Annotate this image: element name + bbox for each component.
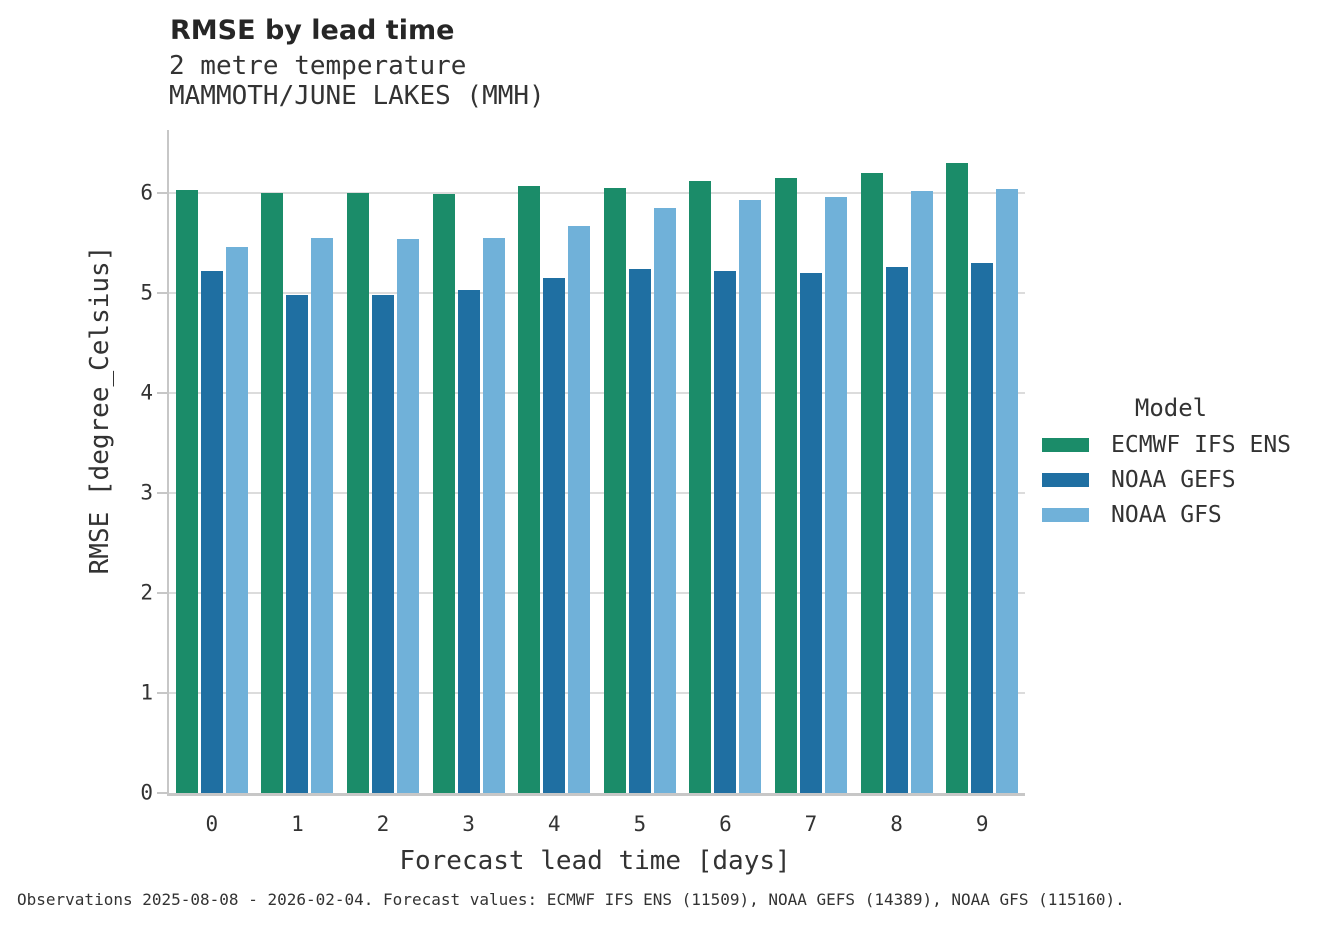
bar-noaa-gefs-lead-1 [286,295,309,793]
legend: Model ECMWF IFS ENS NOAA GEFS NOAA GFS [1042,394,1300,528]
bar-noaa-gfs-lead-7 [824,197,847,793]
x-tick-label-0: 0 [205,812,219,836]
bar-ecmwf-ifs-ens-lead-0 [175,190,198,793]
y-tick-mark-2 [157,592,167,594]
legend-item-noaa-gfs: NOAA GFS [1042,502,1300,528]
y-tick-mark-0 [157,792,167,794]
bar-noaa-gfs-lead-9 [996,189,1019,793]
bar-group-lead-9 [939,130,1025,793]
y-tick-label-0: 0 [140,780,153,805]
bar-noaa-gefs-lead-3 [457,290,480,793]
chart-subtitle-station: MAMMOTH/JUNE LAKES (MMH) [169,81,545,111]
bar-ecmwf-ifs-ens-lead-1 [261,193,284,793]
gridline-y4 [169,392,1025,394]
bar-noaa-gfs-lead-5 [653,208,676,793]
x-tick-label-3: 3 [462,812,475,836]
bar-group-lead-8 [854,130,940,793]
legend-swatch-ecmwf-ifs-ens [1042,438,1089,452]
bar-noaa-gfs-lead-6 [739,200,762,793]
legend-title: Model [1134,394,1208,422]
bar-noaa-gefs-lead-5 [628,269,651,793]
legend-swatch-noaa-gfs [1042,508,1089,522]
bar-group-lead-4 [511,130,597,793]
y-tick-mark-1 [157,692,167,694]
bar-noaa-gefs-lead-4 [543,278,566,793]
bar-group-lead-1 [255,130,341,793]
x-axis-title: Forecast lead time [days] [399,846,791,876]
bar-noaa-gefs-lead-7 [799,273,822,793]
bar-group-lead-3 [426,130,512,793]
chart-subtitle-variable: 2 metre temperature [169,51,467,81]
y-tick-mark-6 [157,192,167,194]
x-tick-label-8: 8 [890,812,903,836]
bar-noaa-gefs-lead-2 [371,295,394,793]
bar-noaa-gfs-lead-3 [482,238,505,793]
legend-entries: ECMWF IFS ENS NOAA GEFS NOAA GFS [1042,432,1300,528]
bar-noaa-gfs-lead-0 [225,247,248,793]
y-tick-label-4: 4 [140,380,153,405]
legend-label-noaa-gefs: NOAA GEFS [1111,467,1236,493]
x-tick-label-7: 7 [804,812,818,836]
legend-item-ecmwf-ifs-ens: ECMWF IFS ENS [1042,432,1300,458]
y-axis-title: RMSE [degree_Celsius] [85,245,115,575]
bar-ecmwf-ifs-ens-lead-8 [860,173,883,793]
y-tick-label-1: 1 [140,680,153,705]
y-tick-mark-4 [157,392,167,394]
y-tick-mark-5 [157,292,167,294]
gridline-y1 [169,692,1025,694]
bar-noaa-gefs-lead-6 [714,271,737,793]
legend-label-noaa-gfs: NOAA GFS [1111,502,1222,528]
bar-group-lead-2 [340,130,426,793]
bar-ecmwf-ifs-ens-lead-6 [689,181,712,793]
x-tick-label-6: 6 [719,812,732,836]
gridline-y5 [169,292,1025,294]
x-tick-label-5: 5 [633,812,647,836]
y-tick-label-3: 3 [140,480,153,505]
bar-noaa-gefs-lead-0 [200,271,223,793]
bar-ecmwf-ifs-ens-lead-7 [774,178,797,793]
bar-noaa-gfs-lead-8 [910,191,933,793]
x-tick-label-9: 9 [975,812,989,836]
x-tick-label-1: 1 [291,812,304,836]
gridline-y3 [169,492,1025,494]
bar-noaa-gefs-lead-8 [885,267,908,793]
bar-group-lead-0 [169,130,255,793]
y-tick-label-5: 5 [140,280,153,305]
plot-area: 0 1 2 3 4 5 6 0 1 2 3 4 5 6 7 8 9 [140,130,1025,836]
bar-noaa-gfs-lead-2 [396,239,419,793]
gridline-y2 [169,592,1025,594]
bar-noaa-gfs-lead-4 [568,226,591,793]
footer-caption: Observations 2025-08-08 - 2026-02-04. Fo… [17,890,1125,909]
bar-ecmwf-ifs-ens-lead-4 [518,186,541,793]
bar-group-lead-6 [683,130,769,793]
y-tick-label-6: 6 [140,180,153,205]
legend-label-ecmwf-ifs-ens: ECMWF IFS ENS [1111,432,1292,458]
y-tick-mark-3 [157,492,167,494]
gridline-y6 [169,192,1025,194]
bar-noaa-gefs-lead-9 [971,263,994,793]
y-tick-label-2: 2 [140,580,153,605]
bar-ecmwf-ifs-ens-lead-9 [946,163,969,793]
bar-group-lead-5 [597,130,683,793]
x-tick-label-2: 2 [376,812,390,836]
bar-ecmwf-ifs-ens-lead-3 [432,194,455,793]
legend-swatch-noaa-gefs [1042,473,1089,487]
legend-item-noaa-gefs: NOAA GEFS [1042,467,1300,493]
chart-title: RMSE by lead time [170,15,455,46]
x-tick-label-4: 4 [547,812,561,836]
bar-ecmwf-ifs-ens-lead-5 [603,188,626,793]
bar-noaa-gfs-lead-1 [311,238,334,793]
bar-ecmwf-ifs-ens-lead-2 [346,193,369,793]
bar-group-lead-7 [768,130,854,793]
